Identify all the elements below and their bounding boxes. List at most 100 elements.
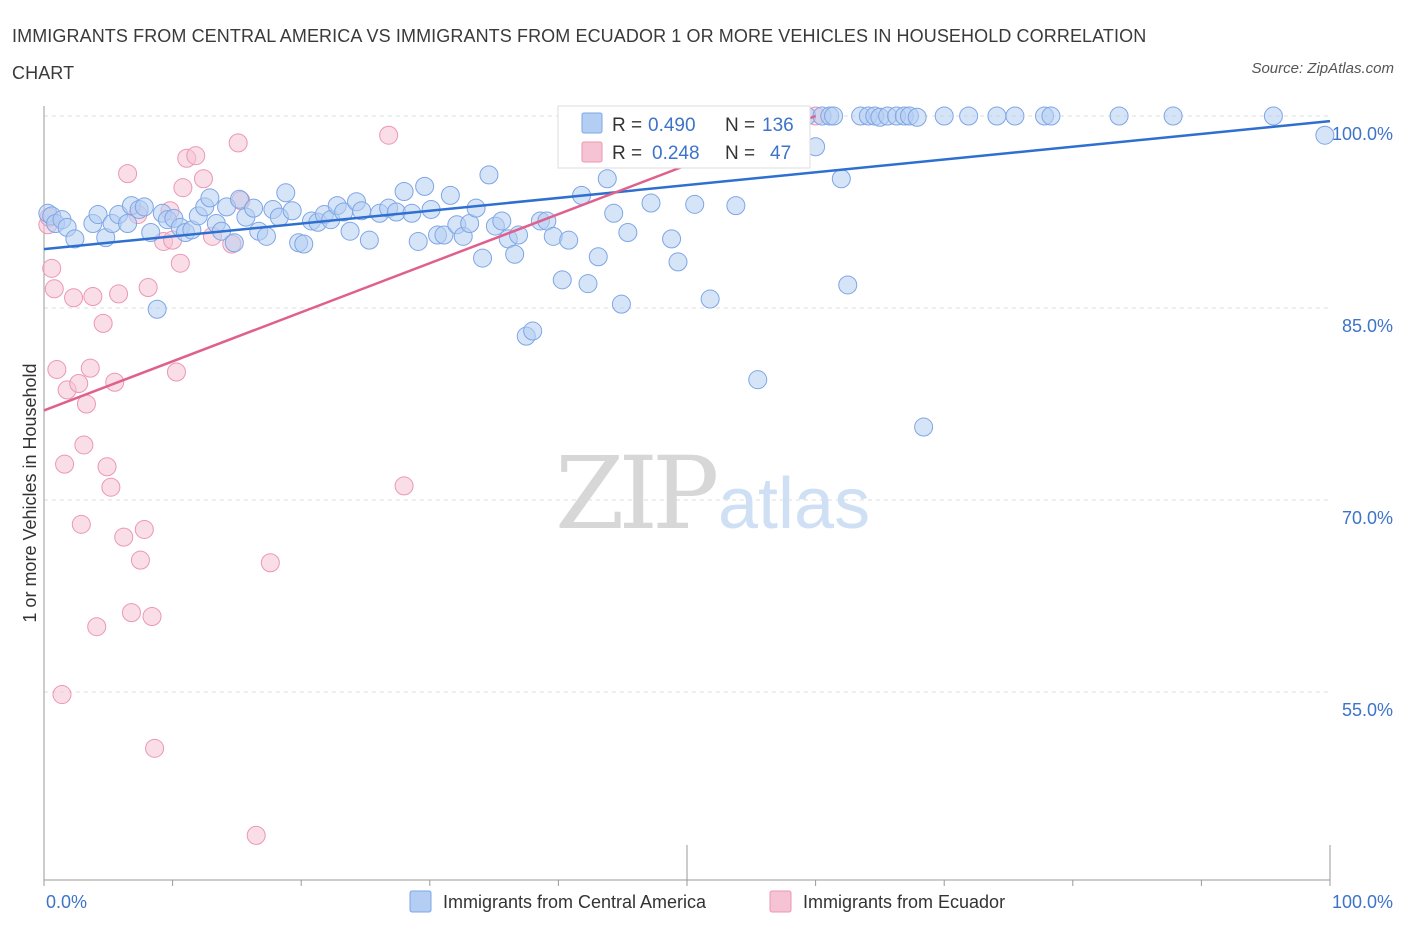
central-america-point-74 bbox=[523, 321, 543, 341]
axes bbox=[43, 106, 1331, 886]
central-america-point-32 bbox=[244, 198, 264, 218]
ecuador-point-15 bbox=[87, 617, 107, 637]
ecuador-point-38 bbox=[193, 169, 213, 189]
watermark-atlas: atlas bbox=[718, 464, 870, 544]
y-tick-label-2: 70.0% bbox=[1342, 508, 1393, 528]
central-america-point-122 bbox=[959, 106, 979, 126]
legend-swatch-central-america bbox=[409, 890, 432, 913]
watermark-zip: ZIP bbox=[555, 435, 716, 552]
central-america-point-121 bbox=[934, 106, 954, 126]
central-america-point-124 bbox=[1005, 106, 1025, 126]
ecuador-point-4 bbox=[47, 359, 67, 379]
central-america-point-88 bbox=[641, 193, 661, 213]
ecuador-point-2 bbox=[42, 258, 62, 278]
ecuador-point-23 bbox=[121, 603, 141, 623]
stats-n-label-2: N = bbox=[725, 143, 755, 164]
stats-r-label-2: R = bbox=[612, 143, 642, 164]
central-america-point-57 bbox=[415, 176, 435, 196]
stats-box: R = 0.490 N = 136 R = 0.248 N = 47 bbox=[557, 105, 811, 169]
central-america-point-25 bbox=[200, 188, 220, 208]
central-america-point-84 bbox=[604, 203, 624, 223]
ecuador-point-44 bbox=[260, 553, 280, 573]
ecuador-point-34 bbox=[170, 253, 190, 273]
central-america-point-37 bbox=[276, 183, 296, 203]
ecuador-point-10 bbox=[71, 514, 91, 534]
legend-label-central-america: Immigrants from Central America bbox=[443, 892, 707, 912]
central-america-point-82 bbox=[588, 247, 608, 267]
y-tick-label-3: 55.0% bbox=[1342, 700, 1393, 720]
stats-r-label-1: R = bbox=[612, 115, 642, 136]
central-america-point-14 bbox=[134, 197, 154, 217]
central-america-point-81 bbox=[578, 274, 598, 294]
ecuador-point-46 bbox=[394, 476, 414, 496]
central-america-point-38 bbox=[282, 201, 302, 221]
central-america-point-108 bbox=[824, 106, 844, 126]
central-america-point-92 bbox=[685, 194, 705, 214]
tick-labels: 100.0% 85.0% 70.0% 55.0% 0.0% 100.0% bbox=[46, 124, 1393, 912]
x-tick-label-1: 100.0% bbox=[1332, 892, 1393, 912]
central-america-point-94 bbox=[700, 289, 720, 309]
ecuador-point-21 bbox=[114, 527, 134, 547]
central-america-point-30 bbox=[229, 189, 249, 209]
ecuador-point-14 bbox=[83, 286, 103, 306]
central-america-point-71 bbox=[505, 244, 525, 264]
ecuador-point-41 bbox=[228, 133, 248, 153]
central-america-point-127 bbox=[1109, 106, 1129, 126]
ecuador-point-5 bbox=[52, 685, 72, 705]
ecuador-point-35 bbox=[173, 178, 193, 198]
chart-source: Source: ZipAtlas.com bbox=[1251, 60, 1394, 77]
trend-line-central-america bbox=[43, 119, 1331, 251]
stats-swatch-blue bbox=[581, 112, 603, 134]
central-america-point-47 bbox=[340, 221, 360, 241]
central-america-point-130 bbox=[1315, 125, 1335, 145]
central-america-point-56 bbox=[408, 231, 428, 251]
stats-n-value-1: 136 bbox=[762, 115, 794, 136]
central-america-point-85 bbox=[611, 294, 631, 314]
central-america-point-60 bbox=[434, 225, 454, 245]
central-america-point-86 bbox=[618, 222, 638, 242]
y-tick-label-1: 85.0% bbox=[1342, 316, 1393, 336]
stats-r-value-1: 0.490 bbox=[648, 115, 696, 136]
central-america-point-67 bbox=[479, 165, 499, 185]
central-america-point-54 bbox=[394, 182, 414, 202]
central-america-point-120 bbox=[914, 417, 934, 437]
ecuador-point-11 bbox=[74, 435, 94, 455]
central-america-point-83 bbox=[597, 169, 617, 189]
central-america-point-40 bbox=[294, 234, 314, 254]
central-america-point-128 bbox=[1163, 106, 1183, 126]
y-axis-label: 1 or more Vehicles in Household bbox=[20, 363, 40, 622]
central-america-point-89 bbox=[662, 229, 682, 249]
legend: Immigrants from Central America Immigran… bbox=[409, 890, 1005, 913]
ecuador-point-28 bbox=[142, 606, 162, 626]
central-america-point-129 bbox=[1263, 106, 1283, 126]
central-america-point-78 bbox=[552, 270, 572, 290]
stats-n-label-1: N = bbox=[725, 115, 755, 136]
ecuador-point-45 bbox=[379, 125, 399, 145]
ecuador-point-9 bbox=[69, 374, 89, 394]
central-america-point-7 bbox=[88, 205, 108, 225]
chart-title: IMMIGRANTS FROM CENTRAL AMERICA VS IMMIG… bbox=[12, 26, 1147, 83]
ecuador-point-43 bbox=[246, 825, 266, 845]
stats-r-value-2: 0.248 bbox=[652, 143, 700, 164]
series-ecuador-points bbox=[38, 106, 826, 845]
ecuador-point-37 bbox=[186, 146, 206, 166]
central-america-point-109 bbox=[831, 169, 851, 189]
central-america-point-65 bbox=[466, 198, 486, 218]
central-america-point-34 bbox=[256, 226, 276, 246]
central-america-point-123 bbox=[987, 106, 1007, 126]
central-america-point-66 bbox=[473, 248, 493, 268]
ecuador-point-26 bbox=[134, 519, 154, 539]
central-america-point-99 bbox=[748, 370, 768, 390]
ecuador-point-27 bbox=[138, 278, 158, 298]
central-america-point-96 bbox=[726, 196, 746, 216]
central-america-point-69 bbox=[492, 211, 512, 231]
central-america-point-50 bbox=[359, 230, 379, 250]
central-america-point-11 bbox=[118, 214, 138, 234]
ecuador-point-13 bbox=[80, 358, 100, 378]
ecuador-point-3 bbox=[44, 279, 64, 299]
ecuador-point-17 bbox=[97, 457, 117, 477]
ecuador-point-16 bbox=[93, 313, 113, 333]
central-america-point-119 bbox=[907, 107, 927, 127]
central-america-point-79 bbox=[559, 230, 579, 250]
